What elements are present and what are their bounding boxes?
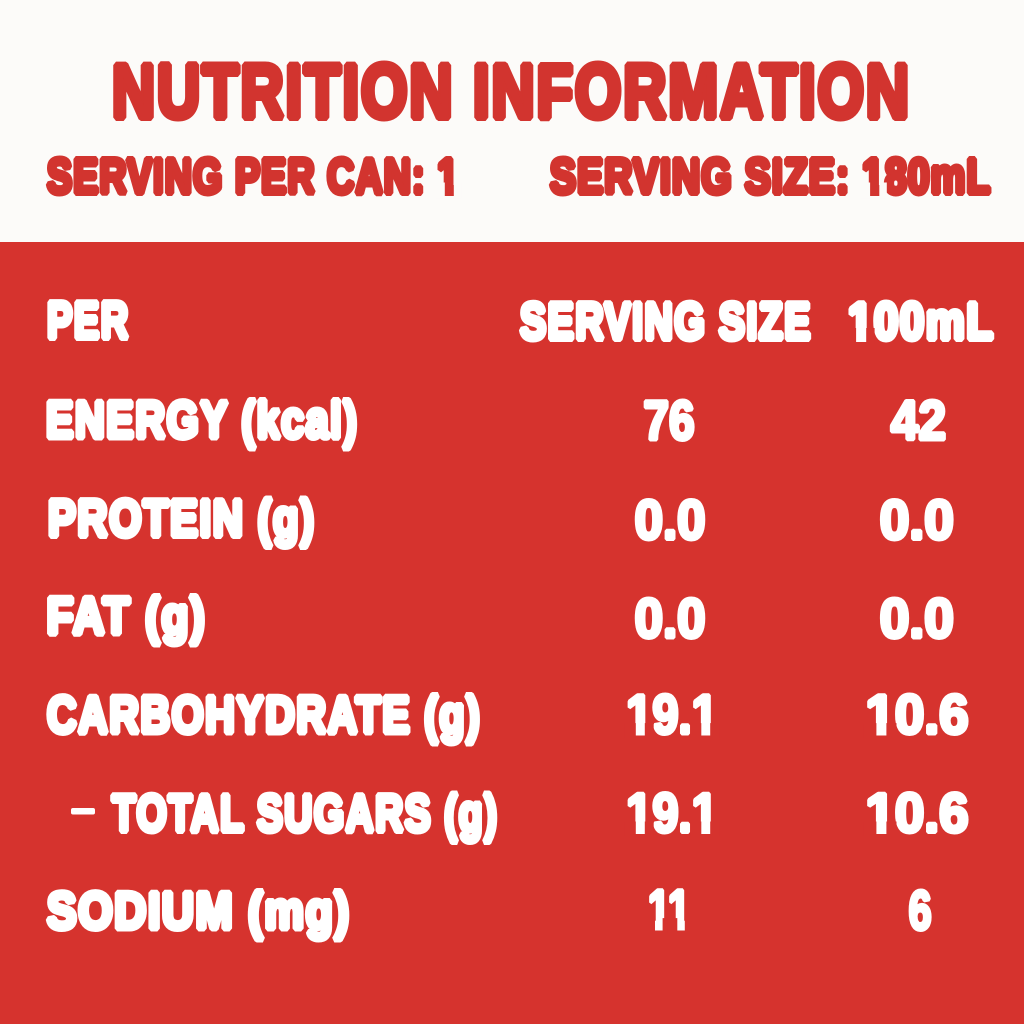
svg-text:SERVING SIZE: 180mL: SERVING SIZE: 180mL (550, 150, 991, 204)
svg-text:SERVING PER CAN: 1: SERVING PER CAN: 1 (47, 151, 459, 205)
svg-text:TOTAL SUGARS (g): TOTAL SUGARS (g) (112, 783, 498, 842)
svg-text:0.0: 0.0 (635, 589, 706, 650)
svg-text:6: 6 (909, 881, 932, 942)
svg-text:0.0: 0.0 (880, 490, 954, 551)
svg-text:SODIUM (mg): SODIUM (mg) (47, 882, 351, 940)
svg-text:0.0: 0.0 (635, 490, 706, 551)
svg-text:FAT (g): FAT (g) (47, 587, 207, 645)
svg-text:CARBOHYDRATE (g): CARBOHYDRATE (g) (47, 685, 481, 744)
svg-text:76: 76 (643, 390, 694, 452)
svg-text:PER: PER (47, 291, 130, 349)
svg-text:NUTRITION INFORMATION: NUTRITION INFORMATION (112, 50, 911, 135)
svg-text:10.6: 10.6 (865, 783, 968, 844)
svg-text:0.0: 0.0 (880, 589, 954, 650)
svg-text:ENERGY (kcal): ENERGY (kcal) (46, 390, 358, 449)
svg-text:10.6: 10.6 (865, 685, 968, 746)
svg-text:19.1: 19.1 (626, 684, 718, 745)
svg-text:SERVING SIZE: SERVING SIZE (520, 291, 812, 350)
svg-text:19.1: 19.1 (626, 782, 718, 843)
svg-text:42: 42 (891, 391, 946, 452)
svg-text:PROTEIN (g): PROTEIN (g) (48, 490, 316, 549)
